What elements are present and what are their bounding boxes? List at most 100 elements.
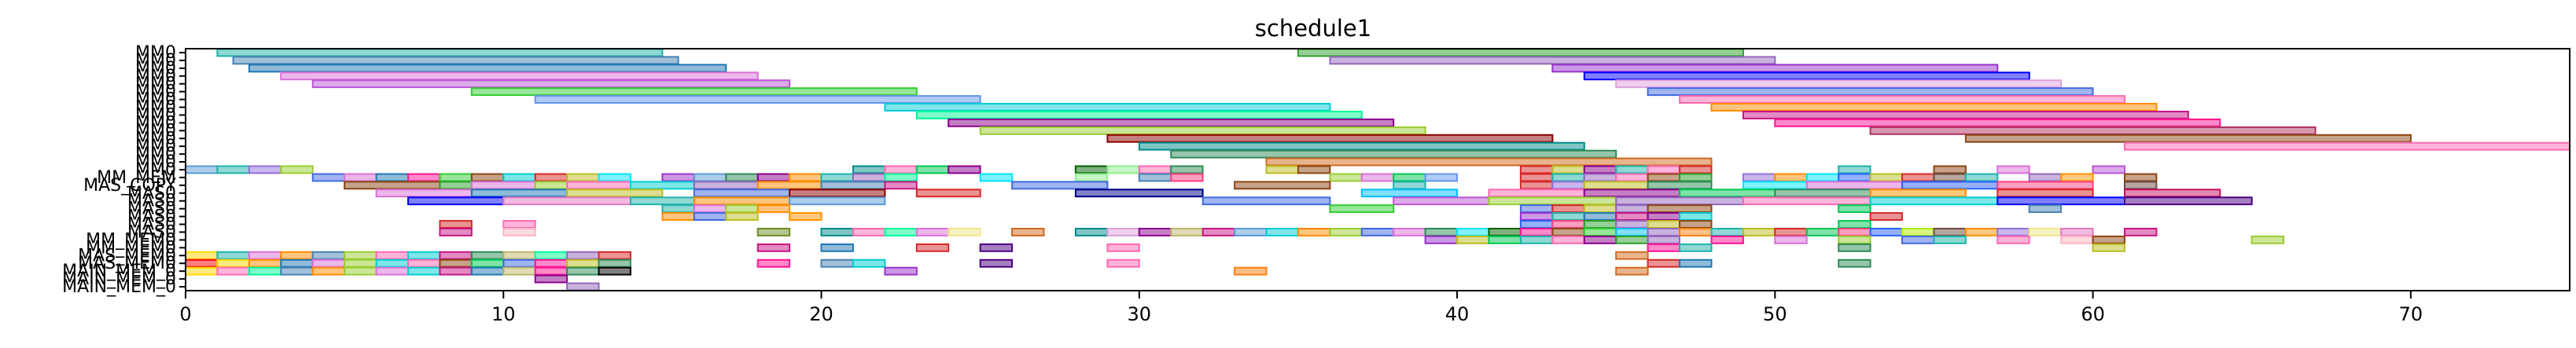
task-bar — [1106, 165, 1140, 174]
task-bar — [534, 266, 569, 276]
task-bar — [884, 173, 918, 182]
task-bar — [1647, 258, 1681, 268]
task-bar — [630, 181, 695, 190]
y-tick-label: MM0 — [135, 51, 176, 71]
task-bar — [502, 258, 536, 268]
task-bar — [1583, 181, 1649, 190]
task-bar — [979, 258, 1014, 268]
y-tick-label: MAS_COPY — [83, 176, 176, 196]
x-axis: 0 10 20 30 40 50 60 70 — [179, 291, 2423, 325]
task-bar — [884, 181, 918, 190]
task-bar — [1742, 196, 1871, 206]
x-tick-label: 50 — [1763, 303, 1787, 325]
task-bar — [1360, 189, 1459, 198]
task-bar — [1774, 189, 1871, 198]
task-bar — [1234, 181, 1331, 190]
task-bar — [232, 56, 679, 65]
task-bar — [1393, 173, 1426, 182]
task-bar — [1615, 173, 1649, 182]
task-bar — [1805, 173, 1840, 182]
task-bar — [756, 228, 791, 236]
task-bar — [502, 251, 536, 260]
task-bar — [1996, 181, 2094, 190]
task-bar — [344, 266, 377, 276]
task-bar — [1679, 220, 1713, 229]
task-bar — [470, 173, 505, 182]
y-tick-label: MM0 — [135, 43, 176, 63]
task-bar — [789, 196, 886, 206]
task-bar — [915, 165, 950, 174]
task-bar — [820, 173, 854, 182]
task-bar — [1710, 103, 2158, 112]
y-tick-label: MM0 — [135, 105, 176, 125]
task-bar — [2124, 173, 2158, 182]
task-bar — [1774, 235, 1808, 244]
task-bar — [2124, 228, 2158, 236]
task-bar — [1933, 228, 1967, 236]
task-bar — [1679, 228, 1713, 236]
task-bar — [311, 266, 346, 276]
task-bar — [1742, 181, 1808, 190]
task-bar — [311, 251, 346, 260]
task-bar — [1742, 173, 1776, 182]
task-bar — [1393, 228, 1426, 236]
task-bar — [248, 266, 282, 276]
task-bar — [1551, 181, 1585, 190]
task-bar — [1138, 228, 1172, 236]
task-bar — [725, 212, 759, 222]
task-bar — [1964, 173, 1999, 182]
task-bar — [1519, 204, 1554, 214]
task-bar — [1615, 196, 1744, 206]
task-bar — [1838, 204, 1871, 214]
y-tick-label: MM_MEM0 — [86, 230, 176, 250]
task-bar — [915, 111, 1363, 119]
task-bar — [1360, 173, 1395, 182]
y-tick-label: MM0 — [135, 75, 176, 94]
task-bar — [1838, 243, 1871, 252]
task-bar — [1615, 220, 1649, 229]
task-bar — [1996, 228, 2030, 236]
x-tick-label: 30 — [1128, 303, 1152, 325]
task-bar — [1869, 126, 2317, 135]
task-bar — [661, 173, 695, 182]
task-bar — [566, 189, 664, 198]
task-bar — [280, 71, 759, 81]
task-bar — [1647, 181, 1713, 190]
task-bar — [185, 165, 219, 174]
task-bar — [693, 181, 759, 190]
task-bar — [1679, 243, 1713, 252]
task-bar — [502, 220, 536, 229]
task-bar — [1996, 189, 2094, 198]
task-bar — [534, 95, 981, 104]
task-bar — [1265, 228, 1299, 236]
task-bar — [344, 181, 441, 190]
task-bar — [185, 258, 219, 268]
task-bar — [1647, 220, 1681, 229]
task-bar — [1774, 228, 1808, 236]
x-tick-label: 10 — [491, 303, 516, 325]
task-bar — [1551, 173, 1585, 182]
task-bar — [1679, 212, 1713, 222]
task-bar — [1964, 134, 2412, 143]
task-bar — [1519, 228, 1554, 236]
task-bar — [1679, 95, 2126, 104]
task-bar — [1551, 235, 1585, 244]
task-bar — [756, 243, 791, 252]
task-bar — [1106, 134, 1554, 143]
y-tick-label: MM0 — [135, 121, 176, 141]
task-bar — [407, 251, 441, 260]
task-bar — [311, 258, 346, 268]
task-bar — [1647, 212, 1681, 222]
task-bar — [1838, 228, 1871, 236]
y-tick-label: MM0 — [135, 152, 176, 172]
task-bar — [1424, 228, 1458, 236]
task-bar — [344, 173, 377, 182]
task-bar — [1519, 235, 1554, 244]
x-tick-label: 60 — [2081, 303, 2105, 325]
y-tick-label: MAS_MEM0 — [78, 254, 176, 273]
task-bar — [1011, 181, 1109, 190]
task-bar — [439, 181, 473, 190]
task-bar — [1456, 235, 1490, 244]
task-bar — [1805, 228, 1840, 236]
